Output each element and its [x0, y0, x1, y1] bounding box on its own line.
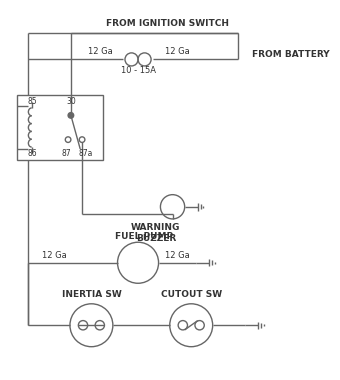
Text: CUTOUT SW: CUTOUT SW: [160, 290, 222, 299]
Bar: [17, 95, 103, 160]
Text: 87a: 87a: [79, 149, 93, 158]
Text: 12 Ga: 12 Ga: [165, 48, 190, 57]
Circle shape: [68, 112, 74, 118]
Text: 87: 87: [62, 149, 71, 158]
Text: FROM BATTERY: FROM BATTERY: [252, 50, 329, 59]
Text: 30: 30: [66, 97, 76, 106]
Text: FUEL PUMP: FUEL PUMP: [115, 232, 173, 241]
Text: 12 Ga: 12 Ga: [88, 48, 113, 57]
Text: 85: 85: [28, 97, 38, 106]
Text: 12 Ga: 12 Ga: [165, 251, 190, 260]
Text: 86: 86: [28, 149, 38, 158]
Text: 12 Ga: 12 Ga: [42, 251, 67, 260]
Text: WARNING
BUZZER: WARNING BUZZER: [131, 223, 181, 242]
Text: 10 - 15A: 10 - 15A: [121, 66, 155, 75]
Text: INERTIA SW: INERTIA SW: [62, 290, 121, 299]
Text: FROM IGNITION SWITCH: FROM IGNITION SWITCH: [105, 19, 228, 28]
